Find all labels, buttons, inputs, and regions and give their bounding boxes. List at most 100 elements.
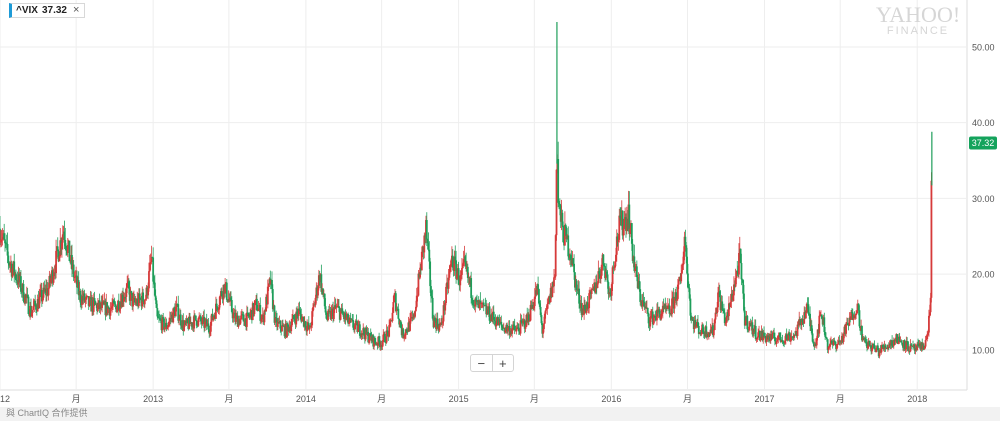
candle-body bbox=[891, 340, 894, 346]
candle-body bbox=[630, 223, 633, 244]
candle-body bbox=[94, 301, 97, 305]
y-axis-ticks: 50.00 40.00 30.00 20.00 10.00 bbox=[972, 42, 995, 355]
candle-body bbox=[837, 340, 840, 345]
candle-body bbox=[607, 282, 610, 295]
zoom-in-button[interactable]: + bbox=[498, 355, 507, 371]
candle-body bbox=[523, 320, 526, 329]
candle-body bbox=[122, 299, 125, 302]
close-icon[interactable]: × bbox=[73, 4, 80, 16]
candle-body bbox=[901, 342, 904, 345]
last-price-badge: 37.32 bbox=[969, 136, 997, 150]
candle-body bbox=[894, 340, 897, 342]
candle-body bbox=[649, 317, 652, 327]
candle-body bbox=[748, 326, 750, 330]
candle-body bbox=[756, 337, 759, 339]
candle-body bbox=[721, 301, 724, 310]
candle-body bbox=[519, 320, 522, 334]
candle-body bbox=[430, 296, 433, 298]
candle-body bbox=[584, 304, 586, 310]
candle-body bbox=[339, 311, 342, 320]
candle-body bbox=[690, 315, 693, 320]
candle-body bbox=[64, 239, 67, 246]
candle-body bbox=[575, 280, 578, 291]
candle-body bbox=[450, 260, 452, 267]
candle-body bbox=[754, 325, 757, 340]
candle-body bbox=[520, 320, 523, 322]
candle-body bbox=[157, 316, 160, 318]
candle-body bbox=[261, 317, 263, 320]
candle-body bbox=[212, 316, 215, 320]
candle-body bbox=[63, 231, 66, 240]
candle-body bbox=[72, 264, 75, 278]
candle-body bbox=[410, 317, 412, 319]
candle-body bbox=[117, 300, 120, 311]
candle-body bbox=[22, 284, 25, 302]
candle-body bbox=[317, 288, 319, 296]
candle-body bbox=[374, 337, 376, 343]
candle-body bbox=[42, 287, 45, 298]
candle-body bbox=[196, 325, 199, 327]
candle-body bbox=[735, 270, 738, 279]
candle-body bbox=[757, 332, 760, 338]
candle-body bbox=[777, 336, 780, 340]
candle-body bbox=[242, 314, 245, 322]
candle-body bbox=[634, 268, 637, 272]
candle-body bbox=[434, 317, 437, 322]
candle-body bbox=[163, 327, 166, 330]
candle-body bbox=[385, 330, 388, 343]
candle-body bbox=[365, 327, 368, 334]
candle-body bbox=[338, 306, 340, 308]
candle-body bbox=[875, 349, 878, 353]
candle-body bbox=[374, 342, 377, 345]
y-tick-label: 30.00 bbox=[972, 194, 995, 204]
candle-body bbox=[789, 337, 792, 342]
x-tick-label: 2018 bbox=[907, 394, 927, 404]
x-tick-label: 月 bbox=[377, 394, 386, 404]
candle-body bbox=[201, 318, 204, 324]
candle-body bbox=[538, 289, 540, 304]
candle-body bbox=[357, 326, 360, 332]
candle-body bbox=[888, 343, 891, 348]
candle-body bbox=[30, 306, 32, 317]
candle-body bbox=[639, 289, 642, 302]
candle-body bbox=[129, 291, 132, 301]
zoom-out-button[interactable]: − bbox=[471, 355, 493, 371]
candle-body bbox=[538, 303, 541, 307]
candle-body bbox=[524, 326, 527, 329]
candle-body bbox=[557, 159, 560, 203]
candle-body bbox=[528, 320, 531, 322]
candle-body bbox=[927, 332, 929, 335]
candle-body bbox=[834, 341, 837, 345]
candle-body bbox=[79, 290, 82, 303]
candle-body bbox=[0, 239, 3, 241]
candle-body bbox=[516, 327, 519, 330]
ticker-tag[interactable]: ^VIX 37.32 × bbox=[9, 3, 86, 18]
candle-body bbox=[671, 298, 673, 315]
candle-body bbox=[178, 319, 180, 321]
candle-body bbox=[686, 256, 688, 274]
candle-body bbox=[928, 315, 930, 333]
candle-body bbox=[232, 313, 235, 319]
candle-body bbox=[453, 256, 456, 271]
x-tick-label: 月 bbox=[683, 394, 692, 404]
candle-body bbox=[304, 321, 307, 328]
candle-body bbox=[868, 340, 871, 346]
candle-body bbox=[367, 331, 370, 343]
candle-body bbox=[554, 235, 557, 277]
candle-body bbox=[866, 346, 869, 348]
candle-body bbox=[168, 318, 171, 322]
candle-body bbox=[286, 323, 289, 327]
candle-body bbox=[327, 310, 329, 321]
candle-body bbox=[138, 293, 141, 299]
candle-body bbox=[417, 273, 420, 296]
candle-body bbox=[159, 319, 162, 321]
candle-body bbox=[733, 284, 735, 296]
candle-body bbox=[438, 323, 441, 331]
candle-body bbox=[660, 314, 663, 320]
last-price-badge-bg bbox=[969, 136, 997, 150]
candle-body bbox=[517, 328, 520, 332]
candle-body bbox=[455, 260, 457, 279]
candle-body bbox=[614, 261, 616, 268]
candle-body bbox=[369, 333, 372, 337]
